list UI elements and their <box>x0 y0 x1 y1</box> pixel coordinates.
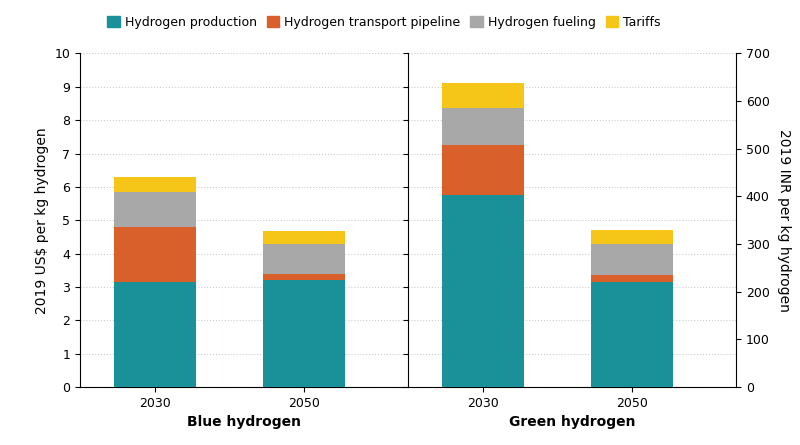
X-axis label: Blue hydrogen: Blue hydrogen <box>187 416 301 429</box>
Bar <box>442 195 523 387</box>
Bar <box>442 83 523 109</box>
Bar <box>262 231 345 244</box>
Bar <box>114 282 195 387</box>
Bar <box>590 275 673 282</box>
Bar <box>590 231 673 244</box>
Bar <box>442 109 523 145</box>
Y-axis label: 2019 US$ per kg hydrogen: 2019 US$ per kg hydrogen <box>35 127 49 314</box>
Bar <box>262 280 345 387</box>
Legend: Hydrogen production, Hydrogen transport pipeline, Hydrogen fueling, Tariffs: Hydrogen production, Hydrogen transport … <box>102 11 666 34</box>
Bar <box>114 177 195 192</box>
Bar <box>114 192 195 227</box>
Bar <box>262 274 345 280</box>
Bar <box>590 282 673 387</box>
Bar <box>114 227 195 282</box>
X-axis label: Green hydrogen: Green hydrogen <box>509 416 635 429</box>
Bar <box>442 145 523 195</box>
Y-axis label: 2019 INR per kg hydrogen: 2019 INR per kg hydrogen <box>777 129 790 312</box>
Bar <box>262 244 345 274</box>
Bar <box>590 244 673 275</box>
